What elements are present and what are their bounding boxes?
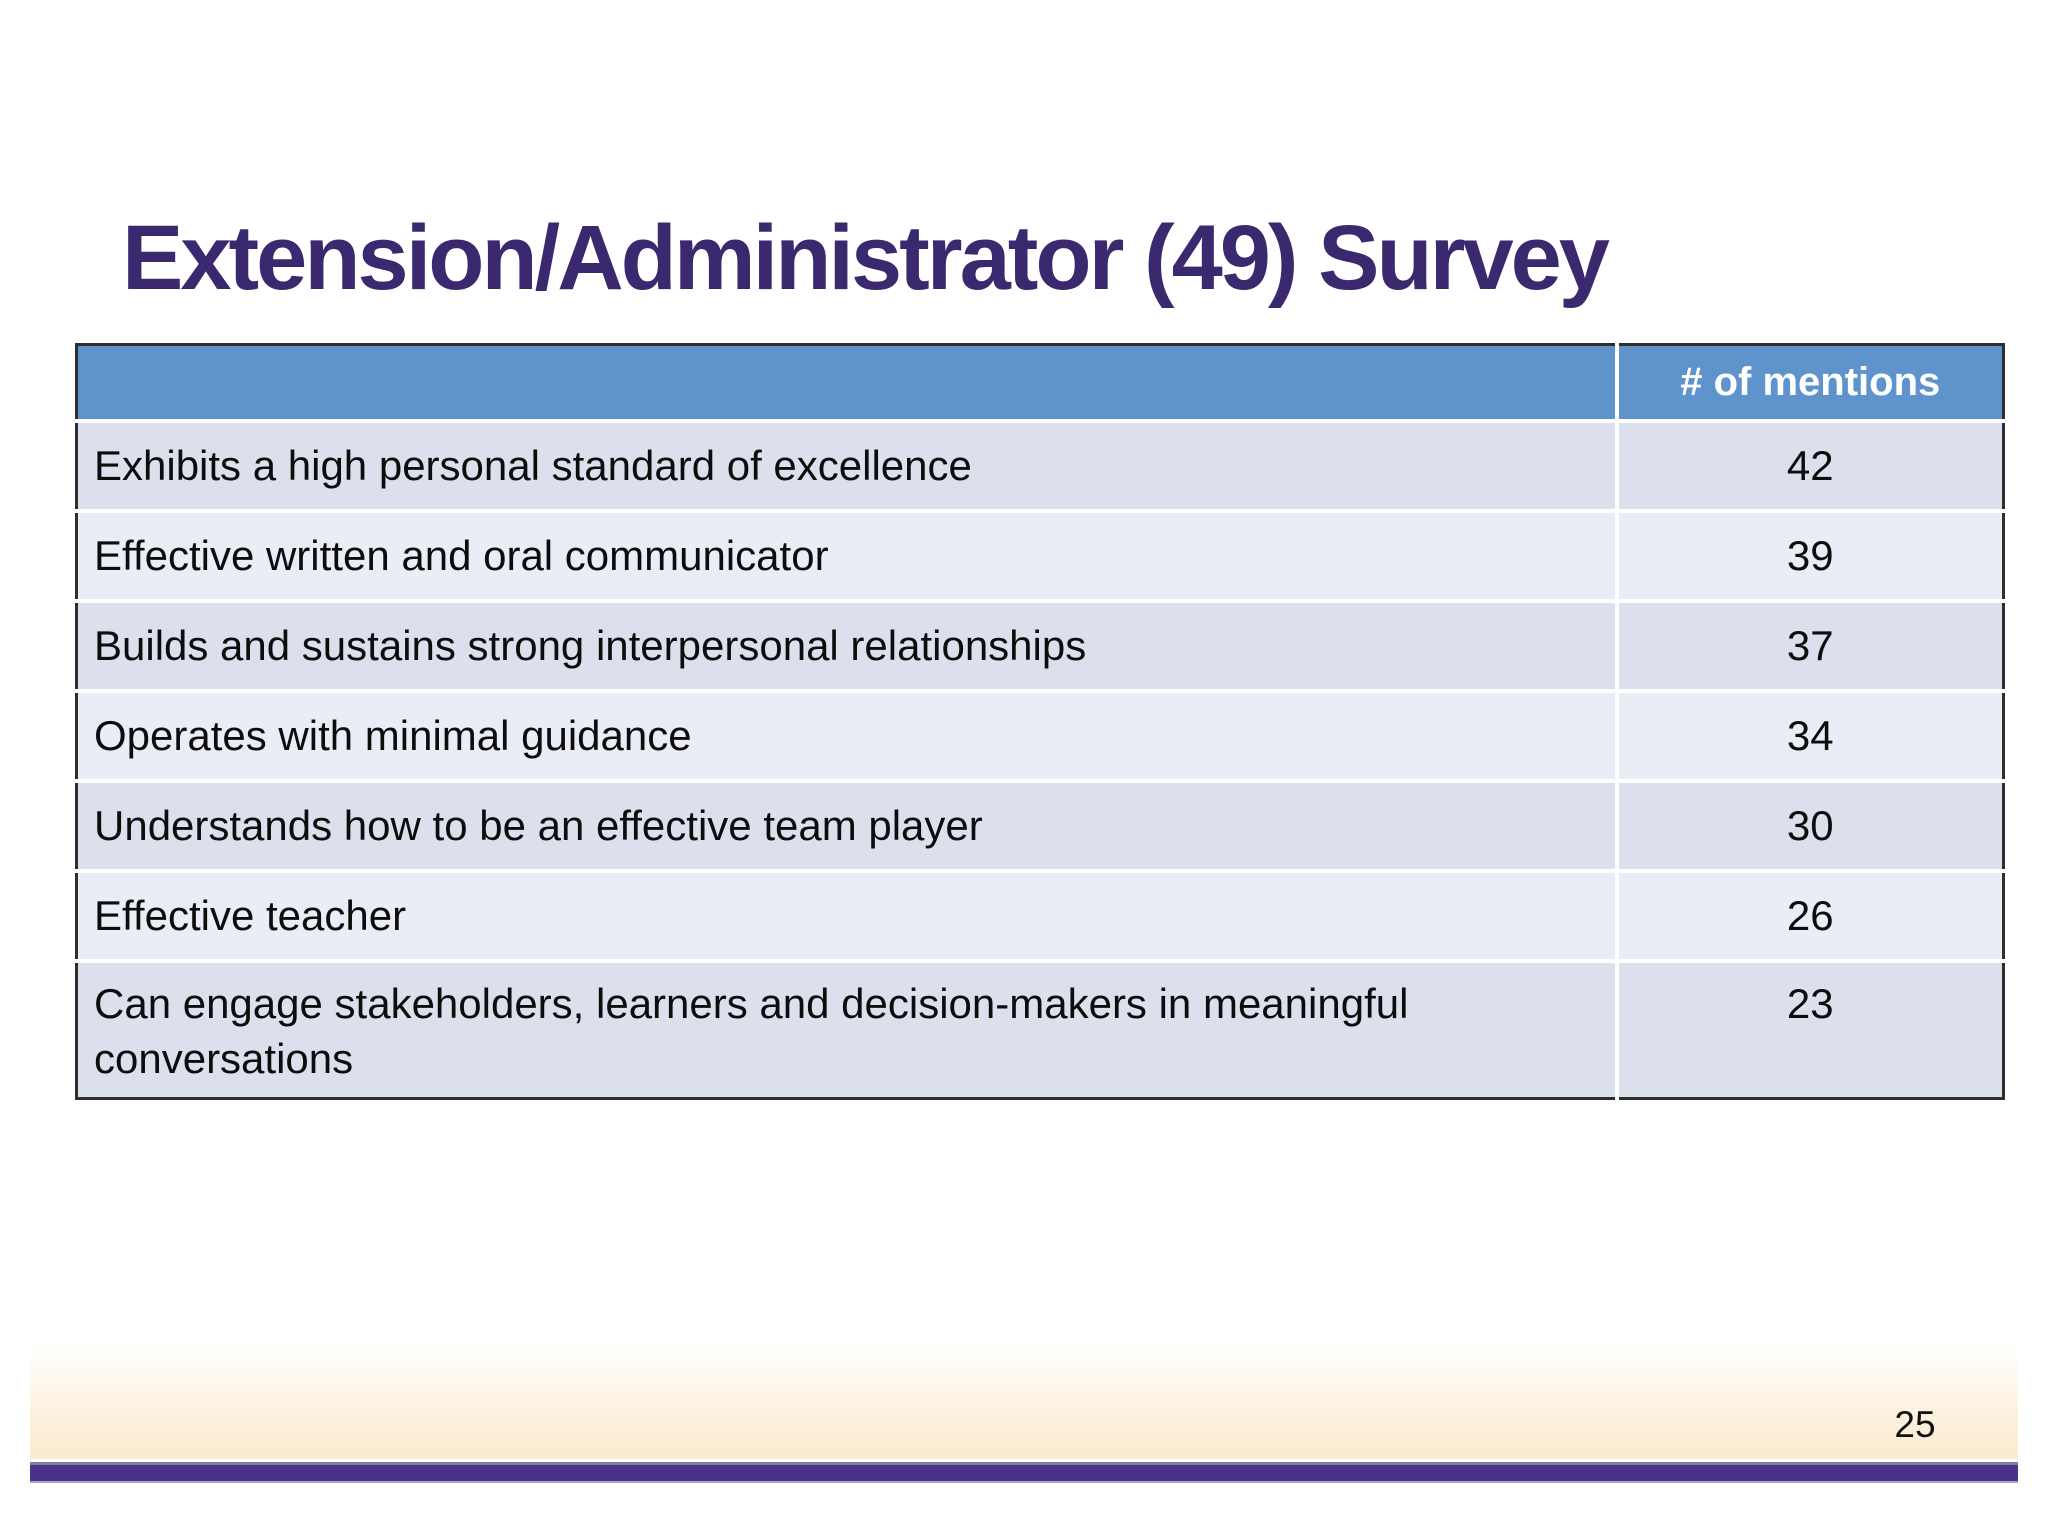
row-mentions: 30 xyxy=(1616,779,2004,871)
row-label: Understands how to be an effective team … xyxy=(76,779,1619,871)
table-body: Exhibits a high personal standard of exc… xyxy=(76,419,2004,1099)
table-row: Understands how to be an effective team … xyxy=(76,779,2004,871)
footer-mauve-line xyxy=(30,1462,2018,1465)
table-row: Operates with minimal guidance 34 xyxy=(76,689,2004,781)
footer-lavender-line xyxy=(30,1481,2018,1483)
footer-purple-bar xyxy=(30,1465,2018,1481)
row-mentions: 26 xyxy=(1616,869,2004,961)
survey-table: # of mentions Exhibits a high personal s… xyxy=(75,343,2005,1100)
row-mentions: 23 xyxy=(1616,959,2004,1099)
row-label: Effective written and oral communicator xyxy=(76,509,1619,601)
table-header: # of mentions xyxy=(76,344,2004,421)
page-number: 25 xyxy=(1894,1404,1936,1445)
row-mentions: 34 xyxy=(1616,689,2004,781)
row-label: Effective teacher xyxy=(76,869,1619,961)
row-label: Can engage stakeholders, learners and de… xyxy=(76,959,1619,1099)
table-header-row: # of mentions xyxy=(76,344,2004,421)
table-row: Builds and sustains strong interpersonal… xyxy=(76,599,2004,691)
row-mentions: 39 xyxy=(1616,509,2004,601)
slide-title: Extension/Administrator (49) Survey xyxy=(122,206,1610,309)
table-row: Can engage stakeholders, learners and de… xyxy=(76,959,2004,1099)
row-mentions: 42 xyxy=(1616,419,2004,511)
row-mentions: 37 xyxy=(1616,599,2004,691)
row-label: Operates with minimal guidance xyxy=(76,689,1619,781)
table-row: Effective written and oral communicator … xyxy=(76,509,2004,601)
table-header-blank-cell xyxy=(76,344,1619,421)
table-header-mentions-cell: # of mentions xyxy=(1616,344,2004,421)
row-label: Builds and sustains strong interpersonal… xyxy=(76,599,1619,691)
row-label: Exhibits a high personal standard of exc… xyxy=(76,419,1619,511)
footer-gradient-band xyxy=(30,1343,2018,1459)
table-row: Effective teacher 26 xyxy=(76,869,2004,961)
table-row: Exhibits a high personal standard of exc… xyxy=(76,419,2004,511)
